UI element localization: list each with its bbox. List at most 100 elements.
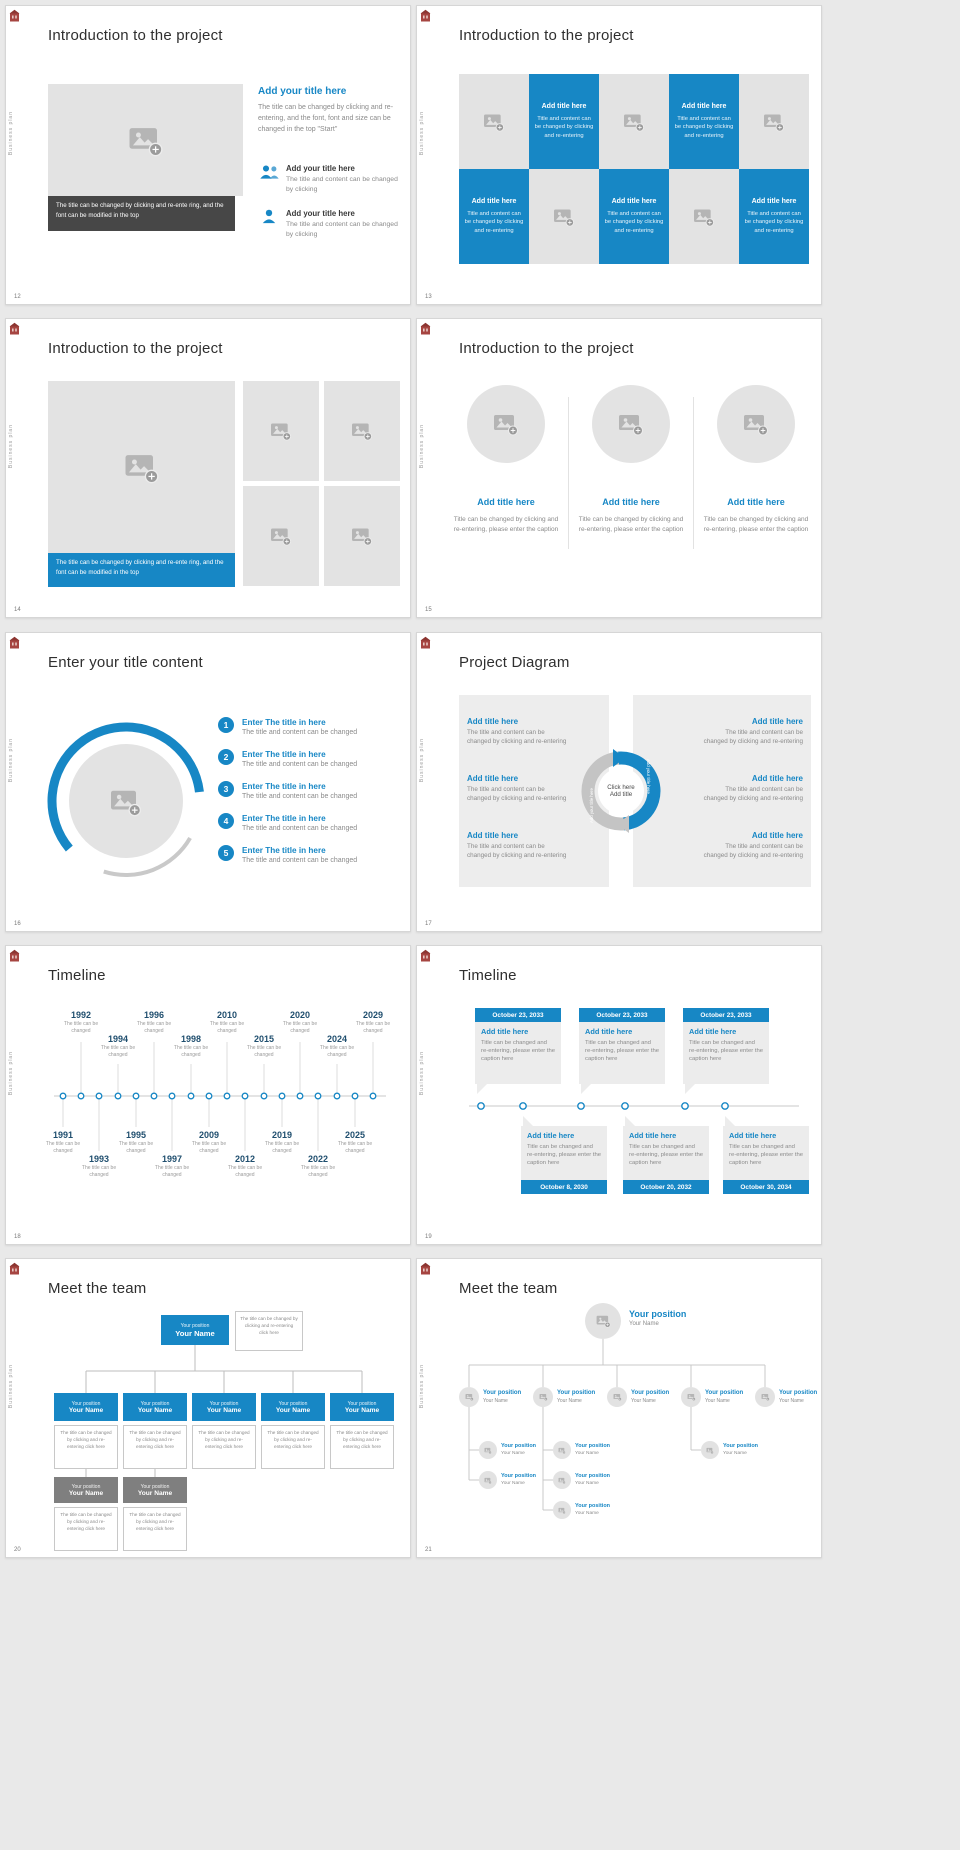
- cell-heading: Add title here: [611, 198, 657, 206]
- avatar-placeholder: [533, 1387, 553, 1407]
- year-label: 2024: [326, 1034, 348, 1044]
- slide-14[interactable]: Business plan Introduction to the projec…: [5, 318, 411, 618]
- name-label: Your Name: [206, 1406, 242, 1414]
- entry-heading: Add title here: [585, 1027, 633, 1036]
- block-body: The title and content can be changed by …: [703, 786, 803, 803]
- slide-16[interactable]: Business plan Enter your title content 1…: [5, 632, 411, 932]
- text-cell: Add title here Title and content can be c…: [529, 74, 599, 169]
- text-cell: Add title here Title and content can be c…: [459, 169, 529, 264]
- text-cell: Add title here Title and content can be c…: [739, 169, 809, 264]
- date-badge: October 23, 2033: [475, 1008, 561, 1022]
- block-body: The title and content can be changed by …: [467, 729, 567, 746]
- block-heading: Add title here: [467, 774, 519, 783]
- org-note: The title can be changed by clicking and…: [123, 1425, 187, 1469]
- step-body: The title and content can be changed: [242, 857, 358, 864]
- name-label: Your Name: [68, 1406, 104, 1414]
- slide-title: Meet the team: [459, 1280, 558, 1297]
- date-badge: October 8, 2030: [521, 1180, 607, 1194]
- item-heading: Add your title here: [286, 209, 355, 218]
- picture-icon: [706, 1447, 714, 1454]
- logo-icon: [420, 322, 431, 335]
- year-entry: 1995 The title can be changed: [116, 1130, 156, 1155]
- sidebar-vertical-label: Business plan: [8, 424, 14, 469]
- block-heading: Add title here: [751, 774, 803, 783]
- year-entry: 1991 The title can be changed: [43, 1130, 83, 1155]
- block-body: The title and content can be changed by …: [467, 843, 567, 860]
- item-body: The title and content can be changed by …: [286, 176, 398, 193]
- block-heading: Add title here: [467, 717, 519, 726]
- entry-heading: Add title here: [527, 1131, 575, 1140]
- year-caption: The title can be changed: [191, 1141, 227, 1154]
- name-label: Your Name: [575, 1511, 599, 1516]
- slide-19[interactable]: Business plan Timeline October 23, 2033 …: [416, 945, 822, 1245]
- image-placeholder: [48, 84, 243, 196]
- text-cell: Add title here Title and content can be c…: [599, 169, 669, 264]
- cell-body: Title and content can be changed by clic…: [534, 115, 594, 139]
- slide-17[interactable]: Business plan Project Diagram Add title …: [416, 632, 822, 932]
- date-badge: October 23, 2033: [683, 1008, 769, 1022]
- column-caption: Title can be changed by clicking and re-…: [703, 516, 809, 534]
- position-label: Your position: [557, 1390, 596, 1396]
- slide-12[interactable]: Business plan Introduction to the projec…: [5, 5, 411, 305]
- logo-icon: [420, 9, 431, 22]
- picture-icon: [124, 451, 160, 484]
- step-heading: Enter The title in here: [242, 846, 326, 855]
- org-note: The title can be changed by clicking and…: [54, 1507, 118, 1551]
- name-label: Your Name: [137, 1406, 173, 1414]
- year-entry: 2020 The title can be changed: [280, 1010, 320, 1035]
- avatar-placeholder: [755, 1387, 775, 1407]
- picture-icon: [613, 1393, 622, 1401]
- picture-icon: [623, 112, 645, 132]
- position-label: Your position: [71, 1483, 101, 1490]
- year-label: 2025: [344, 1130, 366, 1140]
- picture-icon: [539, 1393, 548, 1401]
- arc-label: Add your title here: [589, 788, 594, 823]
- org-node: Your position Your Name: [123, 1393, 187, 1421]
- slide-number: 14: [14, 607, 21, 613]
- slide-18[interactable]: Business plan Timeline 1992 The title can…: [5, 945, 411, 1245]
- arc-label: Add your title here: [646, 759, 651, 794]
- block-body: The title and content can be changed by …: [703, 843, 803, 860]
- org-note: The title can be changed by clicking and…: [330, 1425, 394, 1469]
- step-heading: Enter The title in here: [242, 782, 326, 791]
- year-label: 1996: [143, 1010, 165, 1020]
- position-label: Your position: [347, 1400, 377, 1407]
- slide-20[interactable]: Business plan Meet the team Your positio…: [5, 1258, 411, 1558]
- step-number: 1: [218, 717, 234, 733]
- step-number: 4: [218, 813, 234, 829]
- slide-number: 20: [14, 1547, 21, 1553]
- year-caption: The title can be changed: [81, 1165, 117, 1178]
- timeline-graphic: [54, 1042, 386, 1151]
- picture-icon: [128, 124, 164, 157]
- slide-21[interactable]: Business plan Meet the team Your positio…: [416, 1258, 822, 1558]
- year-caption: The title can be changed: [100, 1045, 136, 1058]
- position-label: Your position: [180, 1322, 210, 1329]
- org-tree-connectors: [468, 1339, 766, 1511]
- step-body: The title and content can be changed: [242, 825, 358, 832]
- slide-number: 12: [14, 294, 21, 300]
- slide-title: Introduction to the project: [459, 340, 634, 357]
- entry-heading: Add title here: [689, 1027, 737, 1036]
- year-caption: The title can be changed: [355, 1021, 391, 1034]
- slide-title: Enter your title content: [48, 654, 203, 671]
- column-caption: Title can be changed by clicking and re-…: [578, 516, 684, 534]
- cell-body: Title and content can be changed by clic…: [744, 210, 804, 234]
- avatar-placeholder: [585, 1303, 621, 1339]
- position-label: Your position: [501, 1443, 537, 1449]
- name-label: Your Name: [705, 1398, 730, 1404]
- pointer-tail: [685, 1084, 695, 1094]
- picture-icon: [693, 207, 715, 227]
- name-label: Your Name: [723, 1451, 747, 1456]
- entry-heading: Add title here: [729, 1131, 777, 1140]
- logo-icon: [9, 636, 20, 649]
- slide-13[interactable]: Business plan Introduction to the projec…: [416, 5, 822, 305]
- ring-center-label: Click here Add title: [598, 768, 644, 814]
- year-label: 1994: [107, 1034, 129, 1044]
- column-heading: Add title here: [727, 497, 785, 507]
- name-label: Your Name: [175, 1328, 215, 1338]
- slide-15[interactable]: Business plan Introduction to the projec…: [416, 318, 822, 618]
- slide-number: 17: [425, 921, 432, 927]
- org-chart-connectors: [85, 1345, 363, 1477]
- avatar-placeholder: [479, 1441, 497, 1459]
- year-label: 2022: [307, 1154, 329, 1164]
